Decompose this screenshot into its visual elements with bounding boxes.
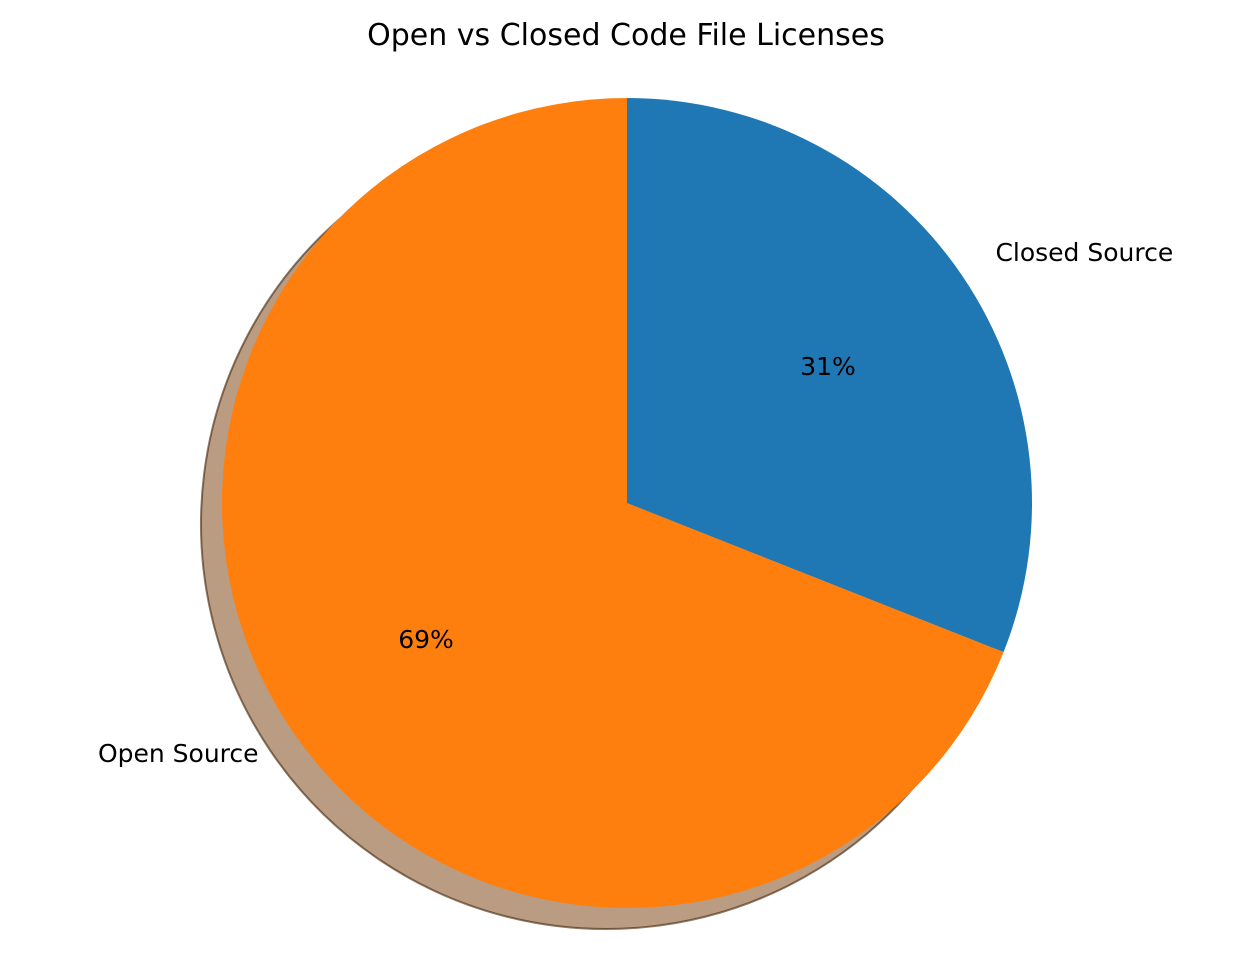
pct-label-closed-source: 31% <box>800 352 856 381</box>
slice-label-closed-source: Closed Source <box>995 238 1173 267</box>
chart-title: Open vs Closed Code File Licenses <box>367 18 885 53</box>
pct-label-open-source: 69% <box>398 625 454 654</box>
slice-open-source <box>222 98 1004 908</box>
slice-label-open-source: Open Source <box>98 739 259 768</box>
pie-labels: Closed Source 31% Open Source 69% <box>98 238 1173 768</box>
pie-slices <box>222 98 1033 908</box>
slice-closed-source <box>627 98 1033 653</box>
